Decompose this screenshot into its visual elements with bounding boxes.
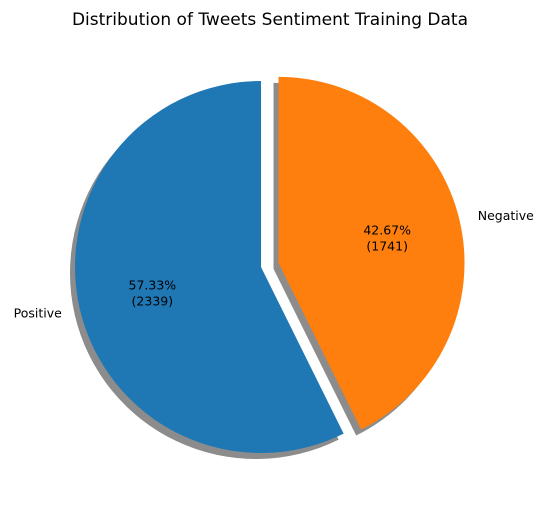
- slice-positive: [74, 81, 344, 453]
- slice-label-negative: Negative: [478, 208, 534, 223]
- pie-labels: Positive 57.33%(2339) Negative 42.67%(1741): [14, 208, 535, 320]
- slice-count-positive: (2339): [132, 293, 174, 308]
- slice-label-positive: Positive: [14, 306, 62, 321]
- slice-percent-negative: 42.67%: [363, 222, 411, 237]
- slice-count-negative: (1741): [366, 238, 408, 253]
- pie-slices: [74, 76, 465, 453]
- chart-title: Distribution of Tweets Sentiment Trainin…: [72, 10, 468, 30]
- slice-percent-positive: 57.33%: [129, 277, 177, 292]
- slice-negative: [278, 76, 465, 430]
